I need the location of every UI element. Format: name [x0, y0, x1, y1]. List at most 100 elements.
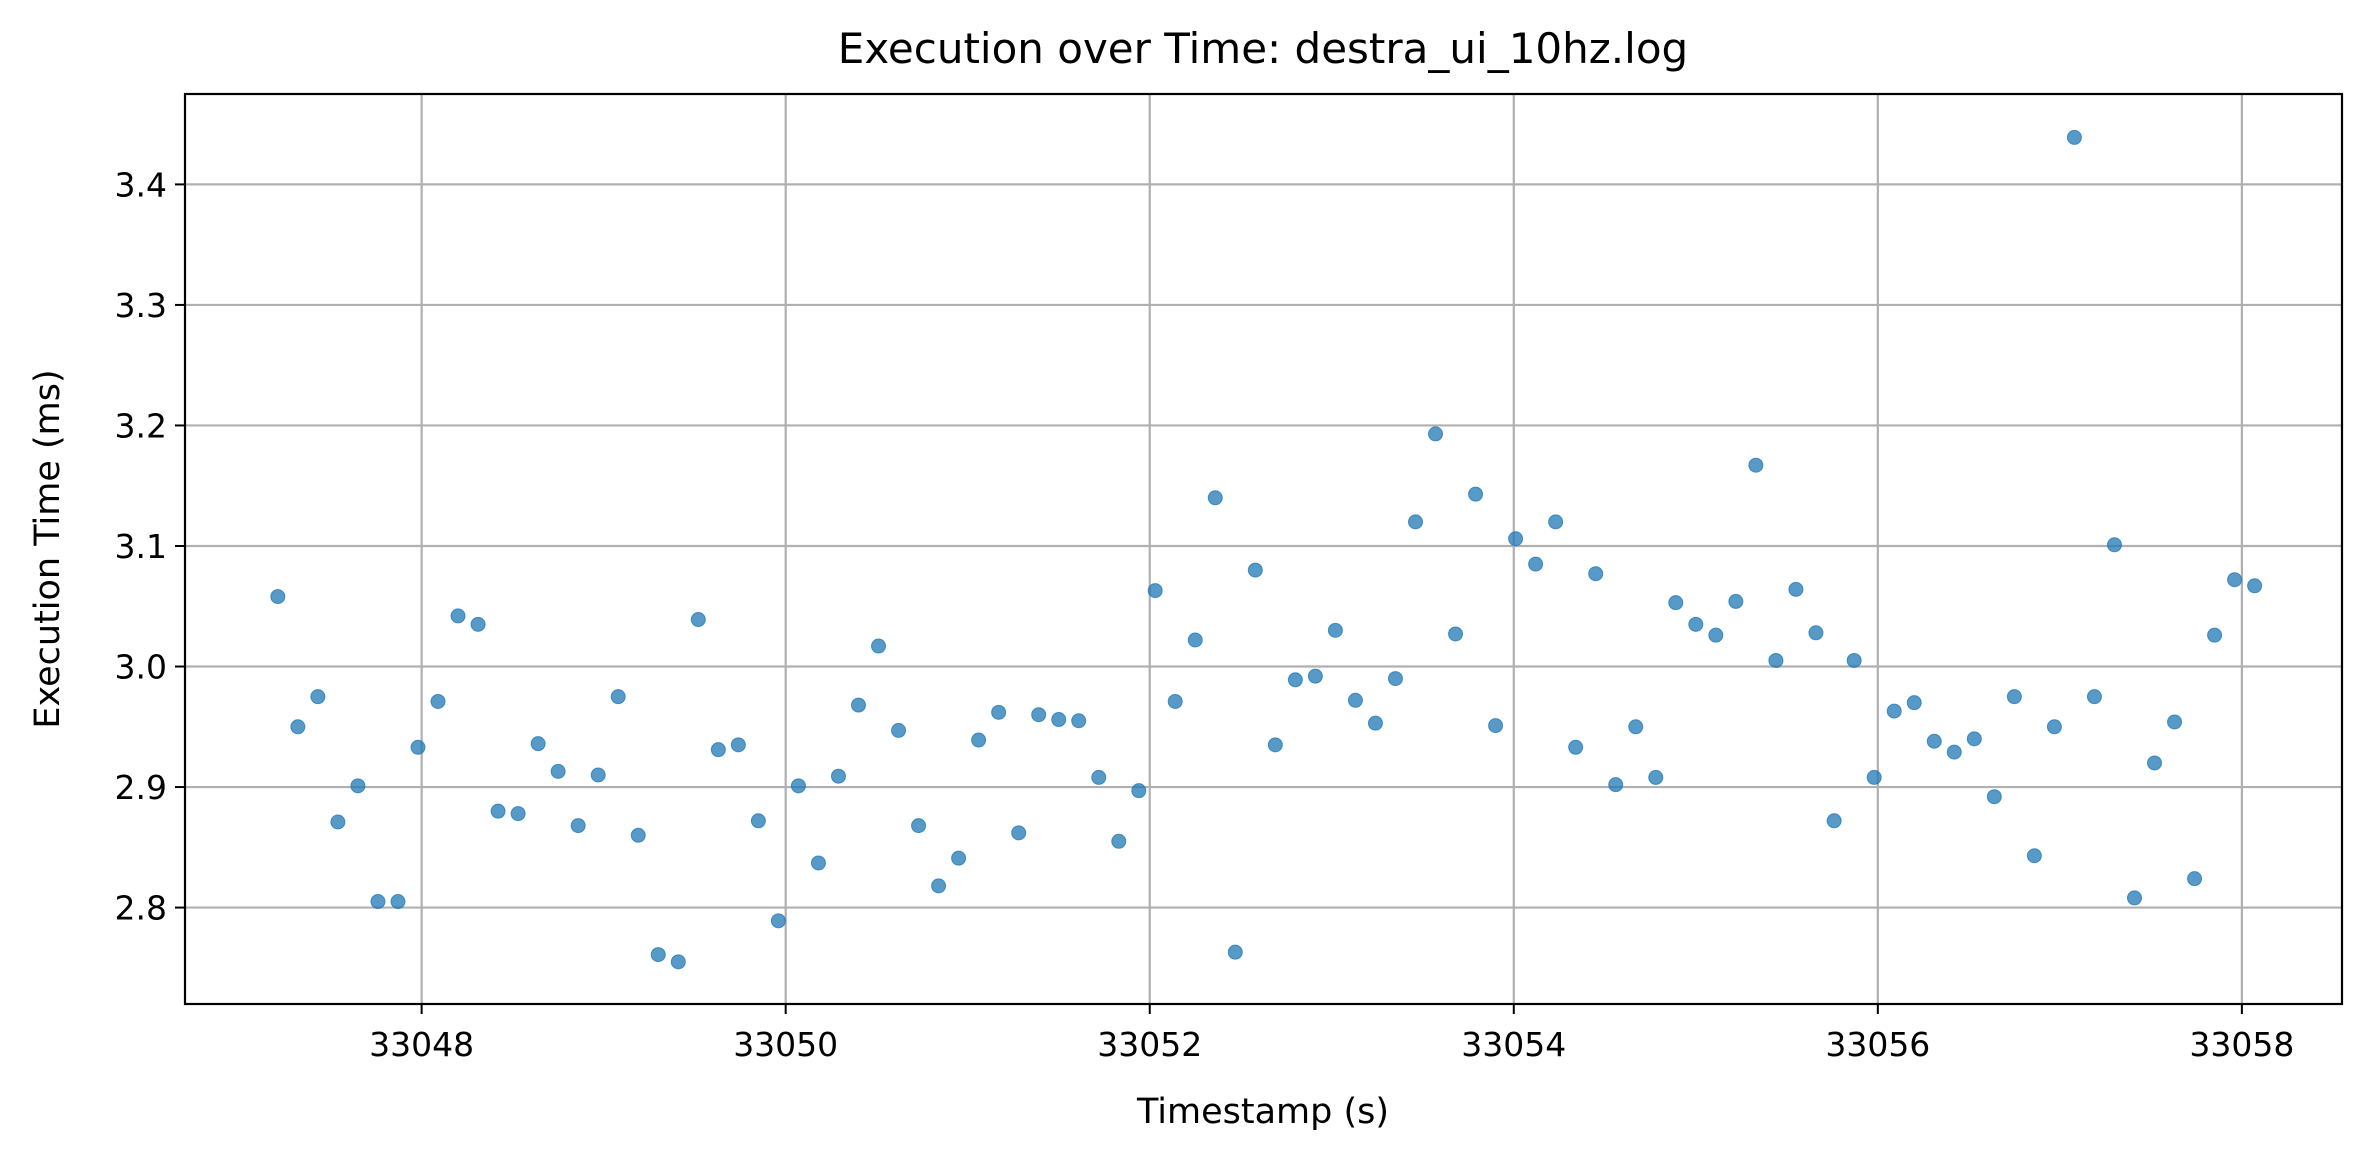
- data-point: [1187, 632, 1203, 648]
- data-point: [2006, 689, 2022, 705]
- data-point: [1011, 825, 1027, 841]
- data-point: [550, 763, 566, 779]
- plot-frame: [183, 92, 2344, 1006]
- data-point: [2247, 578, 2263, 594]
- data-point: [1648, 769, 1664, 785]
- y-tick-label: 3.2: [115, 406, 167, 445]
- x-tick-label: 33050: [733, 1025, 838, 1064]
- data-point: [1688, 616, 1704, 632]
- data-point: [370, 894, 386, 910]
- data-point: [730, 737, 746, 753]
- data-point: [1728, 593, 1744, 609]
- data-point: [2147, 755, 2163, 771]
- data-point: [510, 806, 526, 822]
- data-point: [650, 947, 666, 963]
- data-point: [1367, 715, 1383, 731]
- data-point: [1327, 622, 1343, 638]
- data-point: [2207, 627, 2223, 643]
- data-point: [871, 638, 887, 654]
- x-axis-label: Timestamp (s): [1136, 1092, 1389, 1132]
- data-point: [290, 719, 306, 735]
- data-point: [1227, 944, 1243, 960]
- data-point: [610, 689, 626, 705]
- data-point: [2086, 689, 2102, 705]
- y-tick-label: 2.9: [115, 768, 167, 807]
- data-point: [2066, 129, 2082, 145]
- data-point: [1628, 719, 1644, 735]
- data-point: [270, 589, 286, 605]
- x-tick-label: 33052: [1097, 1025, 1202, 1064]
- data-point: [390, 894, 406, 910]
- data-point: [2227, 572, 2243, 588]
- data-point: [450, 608, 466, 624]
- data-point: [1287, 672, 1303, 688]
- data-point: [770, 913, 786, 929]
- data-point: [1768, 652, 1784, 668]
- data-point: [330, 814, 346, 830]
- x-tick-label: 33056: [1825, 1025, 1930, 1064]
- y-tick-label: 2.8: [115, 889, 167, 928]
- data-point: [1966, 731, 1982, 747]
- data-point: [630, 827, 646, 843]
- data-point: [1407, 514, 1423, 530]
- data-point: [1946, 744, 1962, 760]
- data-point: [410, 739, 426, 755]
- data-point: [891, 722, 907, 738]
- data-point: [1548, 514, 1564, 530]
- y-axis-label: Execution Time (ms): [28, 369, 68, 728]
- data-point: [590, 767, 606, 783]
- data-point: [710, 742, 726, 758]
- data-point: [1608, 777, 1624, 793]
- data-point: [1826, 813, 1842, 829]
- data-point: [1886, 703, 1902, 719]
- x-tick-label: 33054: [1461, 1025, 1566, 1064]
- data-point: [1926, 733, 1942, 749]
- data-point: [1808, 625, 1824, 641]
- data-point: [1347, 692, 1363, 708]
- data-point: [490, 803, 506, 819]
- data-point: [991, 704, 1007, 720]
- data-point: [1846, 652, 1862, 668]
- data-point: [810, 855, 826, 871]
- data-point: [2046, 719, 2062, 735]
- data-point: [1247, 562, 1263, 578]
- data-point: [1111, 833, 1127, 849]
- data-point: [1788, 581, 1804, 597]
- data-point: [1668, 595, 1684, 611]
- data-point: [1131, 783, 1147, 799]
- chart-title: Execution over Time: destra_ui_10hz.log: [838, 24, 1688, 73]
- x-tick-label: 33058: [2189, 1025, 2294, 1064]
- data-point: [1986, 789, 2002, 805]
- data-point: [1307, 668, 1323, 684]
- data-point: [2167, 714, 2183, 730]
- data-point: [1748, 457, 1764, 473]
- data-point: [310, 689, 326, 705]
- data-point: [1528, 556, 1544, 572]
- data-point: [1091, 769, 1107, 785]
- data-point: [470, 616, 486, 632]
- data-point: [1387, 671, 1403, 687]
- data-point: [1267, 737, 1283, 753]
- data-point: [1488, 718, 1504, 734]
- data-point: [670, 954, 686, 970]
- data-point: [570, 818, 586, 834]
- data-point: [1428, 426, 1444, 442]
- data-point: [690, 612, 706, 628]
- data-point: [2126, 890, 2142, 906]
- data-point: [2187, 871, 2203, 887]
- data-point: [2026, 848, 2042, 864]
- data-point: [1468, 486, 1484, 502]
- axis-ticks: 33048 33050 33052 33054 33056 33058 2.8 2.9 3.0 3…: [115, 165, 2295, 1064]
- data-point: [911, 818, 927, 834]
- data-point: [1031, 707, 1047, 723]
- y-tick-label: 3.3: [115, 286, 167, 325]
- data-point: [951, 850, 967, 866]
- data-point: [1708, 627, 1724, 643]
- data-point: [931, 878, 947, 894]
- data-point: [1568, 739, 1584, 755]
- data-point: [1508, 531, 1524, 547]
- data-point: [830, 768, 846, 784]
- data-point: [1448, 626, 1464, 642]
